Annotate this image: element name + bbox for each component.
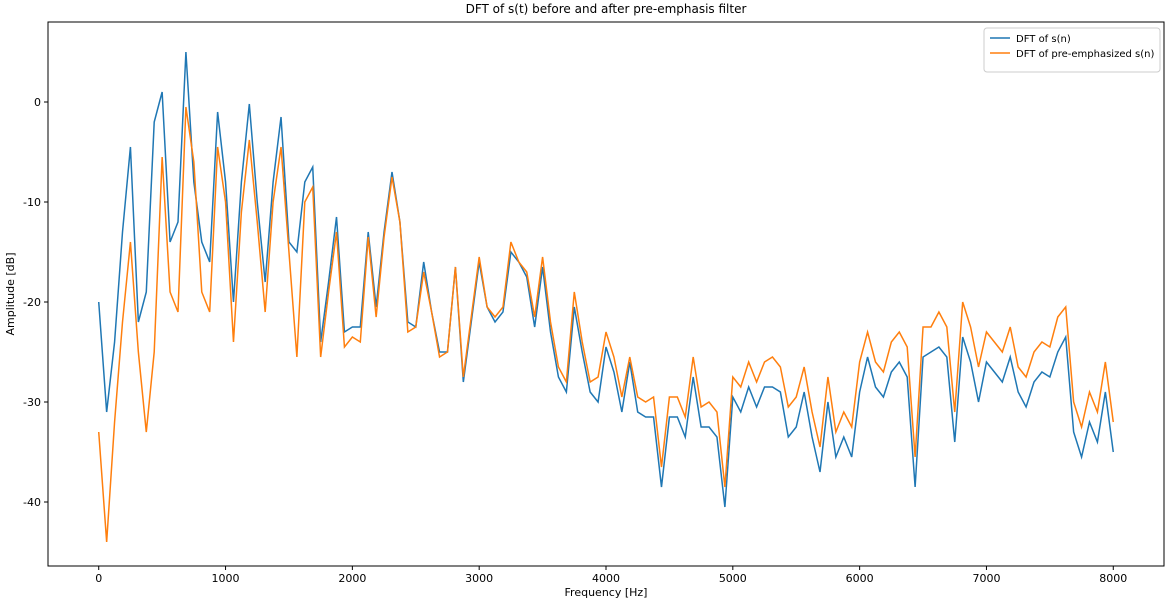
legend-label: DFT of s(n) — [1016, 34, 1071, 45]
y-tick-label: -40 — [23, 496, 41, 509]
legend-box — [983, 27, 1161, 73]
series-line — [97, 51, 1115, 508]
x-tick-label: 1000 — [212, 572, 240, 585]
x-tick-label: 2000 — [338, 572, 366, 585]
y-tick-label: -10 — [23, 196, 41, 209]
y-tick-label: -20 — [23, 296, 41, 309]
x-tick-label: 0 — [95, 572, 102, 585]
y-tick-label: 0 — [34, 96, 41, 109]
x-tick-label: 5000 — [719, 572, 747, 585]
y-tick-label: -30 — [23, 396, 41, 409]
series-line — [97, 106, 1115, 543]
plot-area — [47, 21, 1165, 567]
chart-title: DFT of s(t) before and after pre-emphasi… — [466, 2, 747, 16]
x-axis-label: Frequency [Hz] — [565, 586, 648, 599]
x-tick-label: 8000 — [1099, 572, 1127, 585]
x-tick-label: 6000 — [846, 572, 874, 585]
y-axis-label: Amplitude [dB] — [4, 253, 17, 336]
x-tick-label: 7000 — [972, 572, 1000, 585]
x-tick-label: 3000 — [465, 572, 493, 585]
x-tick-label: 4000 — [592, 572, 620, 585]
legend-label: DFT of pre-emphasized s(n) — [1016, 49, 1154, 60]
